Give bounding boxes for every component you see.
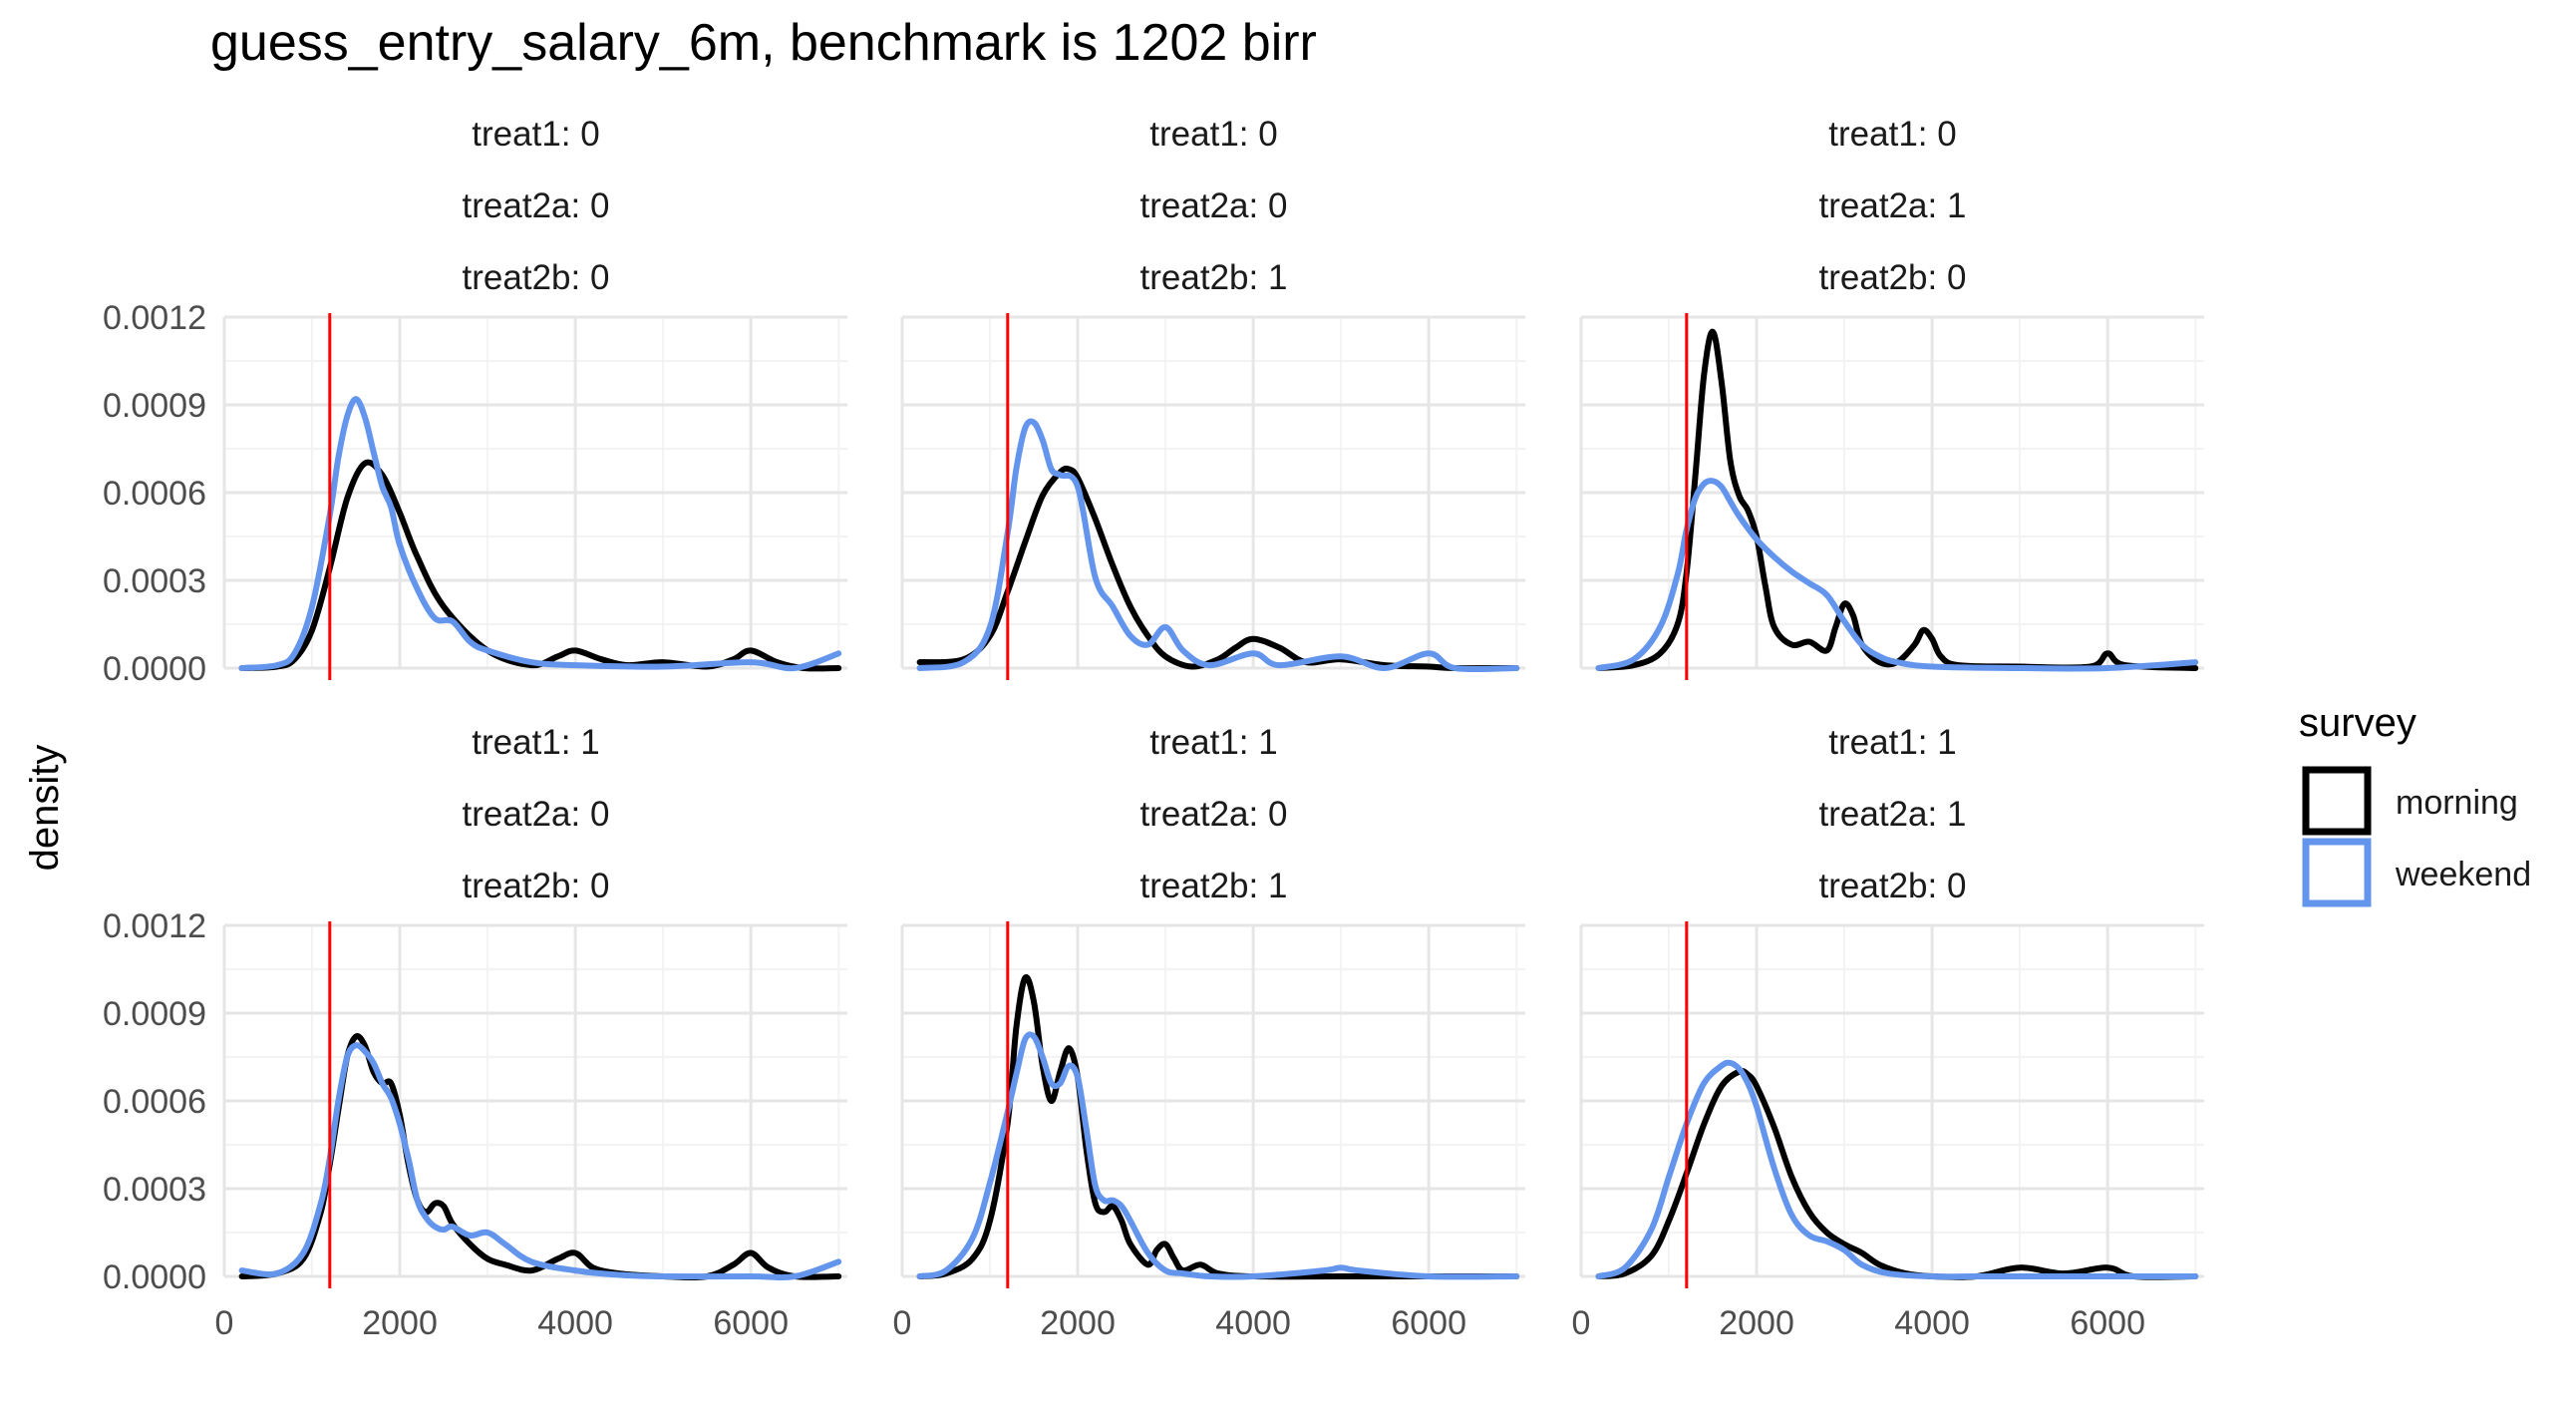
facet-strip-label: treat2b: 0 (1819, 867, 1967, 905)
x-tick-label: 6000 (2070, 1304, 2145, 1342)
x-tick-label: 6000 (1391, 1304, 1466, 1342)
facet-panels: treat1: 0 treat2a: 0 treat2b: 0 0.0000 0.000… (103, 115, 2204, 1342)
chart-title: guess_entry_salary_6m, benchmark is 1202… (210, 14, 1317, 72)
facet-panel: treat1: 1 treat2a: 1 treat2b: 0 0 2000 4000 60… (1572, 723, 2204, 1342)
x-tick-label: 2000 (362, 1304, 438, 1342)
facet-strip-label: treat2b: 1 (1140, 258, 1288, 297)
facet-panel: treat1: 0 treat2a: 1 treat2b: 0 (1579, 115, 2204, 680)
facet-panel: treat1: 0 treat2a: 0 treat2b: 0 0.0000 0.000… (103, 115, 847, 688)
facet-panel: treat1: 1 treat2a: 0 treat2b: 0 0.0000 0.000… (103, 723, 847, 1342)
x-tick-label: 2000 (1719, 1304, 1794, 1342)
legend-item-weekend: weekend (2302, 838, 2531, 907)
facet-panel: treat1: 1 treat2a: 0 treat2b: 1 0 2000 4000 60… (893, 723, 1525, 1342)
y-tick-label: 0.0012 (103, 907, 206, 945)
facet-strip-label: treat2a: 0 (1140, 795, 1288, 834)
y-tick-label: 0.0009 (103, 995, 206, 1033)
facet-strip-label: treat2a: 0 (1140, 186, 1288, 225)
y-tick-label: 0.0006 (103, 1083, 206, 1121)
y-tick-label: 0.0000 (103, 1258, 206, 1296)
facet-strip-label: treat1: 1 (472, 723, 599, 762)
legend-item-morning: morning (2302, 766, 2518, 836)
density-line-morning (238, 459, 842, 672)
density-line-weekend (916, 1031, 1520, 1280)
facet-strip-label: treat2b: 0 (463, 867, 610, 905)
y-tick-label: 0.0006 (103, 475, 206, 513)
legend: survey morning weekend (2299, 701, 2531, 907)
legend-label-weekend: weekend (2395, 856, 2531, 893)
legend-key-weekend (2302, 838, 2372, 907)
y-tick-label: 0.0009 (103, 387, 206, 425)
density-line-weekend (1595, 1059, 2199, 1280)
y-axis-title: density (23, 745, 67, 872)
x-tick-label: 4000 (1215, 1304, 1291, 1342)
density-line-weekend (238, 396, 842, 672)
facet-strip-label: treat2b: 0 (1819, 258, 1967, 297)
minor-gridlines (902, 925, 1525, 1276)
x-tick-label: 4000 (537, 1304, 613, 1342)
legend-label-morning: morning (2396, 784, 2518, 822)
major-gridlines (900, 315, 1525, 670)
facet-strip-label: treat2a: 0 (463, 186, 610, 225)
x-tick-label: 4000 (1894, 1304, 1970, 1342)
legend-items: morning weekend (2302, 766, 2531, 907)
facet-strip-label: treat2a: 1 (1819, 795, 1967, 834)
legend-key-morning (2302, 766, 2372, 836)
density-line-weekend (238, 1042, 842, 1281)
facet-strip-label: treat1: 0 (1149, 115, 1277, 154)
density-line-morning (1595, 328, 2199, 671)
facet-panel: treat1: 0 treat2a: 0 treat2b: 1 (900, 115, 1525, 680)
major-gridlines (900, 923, 1525, 1278)
y-tick-label: 0.0000 (103, 650, 206, 688)
x-tick-label: 2000 (1040, 1304, 1116, 1342)
density-line-weekend (916, 418, 1520, 673)
y-tick-label: 0.0012 (103, 299, 206, 337)
facet-strip-label: treat2a: 1 (1819, 186, 1967, 225)
major-gridlines (1579, 315, 2204, 670)
y-tick-label: 0.0003 (103, 1171, 206, 1209)
facet-strip-label: treat1: 1 (1149, 723, 1277, 762)
x-tick-label: 6000 (713, 1304, 789, 1342)
facet-strip-label: treat2b: 1 (1140, 867, 1288, 905)
density-line-morning (916, 973, 1520, 1280)
major-gridlines (1579, 923, 2204, 1278)
facet-strip-label: treat1: 1 (1828, 723, 1956, 762)
facet-strip-label: treat1: 0 (1828, 115, 1956, 154)
x-tick-label: 0 (1572, 1304, 1591, 1342)
x-tick-label: 0 (893, 1304, 912, 1342)
facet-strip-label: treat1: 0 (472, 115, 599, 154)
legend-title: survey (2299, 701, 2416, 745)
facet-strip-label: treat2b: 0 (463, 258, 610, 297)
density-line-morning (916, 465, 1520, 672)
x-tick-label: 0 (215, 1304, 234, 1342)
y-tick-label: 0.0003 (103, 562, 206, 600)
facet-strip-label: treat2a: 0 (463, 795, 610, 834)
